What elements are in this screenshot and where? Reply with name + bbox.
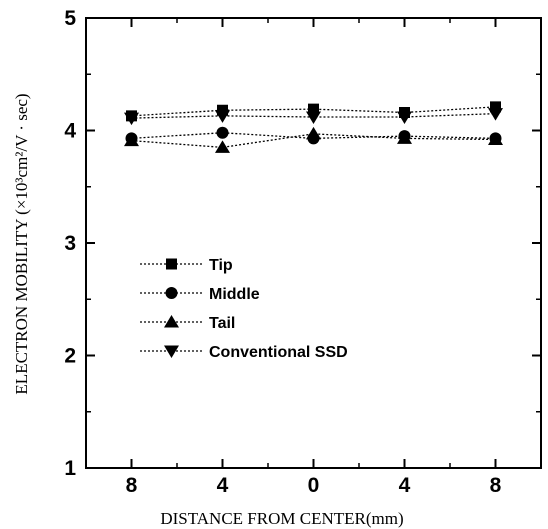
series-line-conventional-ssd <box>131 112 496 119</box>
data-point-tail <box>306 126 321 140</box>
x-tick-label: 0 <box>308 474 320 497</box>
legend-marker <box>164 315 179 328</box>
legend-item-tail: Tail <box>140 315 235 332</box>
data-point-tip <box>308 103 319 115</box>
plot-border <box>85 17 542 469</box>
y-tick-label: 5 <box>64 7 76 30</box>
data-point-conventional-ssd <box>215 110 230 123</box>
x-tick-label: 8 <box>490 474 502 497</box>
data-point-conventional-ssd <box>306 111 321 124</box>
data-point-conventional-ssd <box>397 111 412 124</box>
data-point-middle <box>216 126 229 139</box>
series-tail <box>124 126 503 153</box>
legend-label: Tail <box>209 315 235 332</box>
legend-label: Conventional SSD <box>209 344 348 361</box>
data-point-tip <box>217 104 228 116</box>
legend-item-tip: Tip <box>140 257 233 274</box>
data-point-tip <box>490 101 501 113</box>
legend: Tip Middle Tail Conventional SSD <box>140 257 348 361</box>
legend-item-middle: Middle <box>140 286 260 303</box>
y-axis: 1 2 3 4 5 <box>64 7 541 480</box>
data-point-tail <box>488 132 503 145</box>
legend-label: Middle <box>209 286 260 303</box>
x-tick-label: 4 <box>399 474 411 497</box>
x-axis: 8 4 0 4 8 <box>85 18 542 497</box>
series-layer <box>124 101 503 153</box>
legend-item-conventional-ssd: Conventional SSD <box>140 344 348 361</box>
y-axis-title: ELECTRON MOBILITY (×10³cm²/V · sec) <box>12 93 31 394</box>
series-line-middle <box>131 132 496 140</box>
legend-marker <box>165 287 178 299</box>
x-tick-label: 4 <box>217 474 229 497</box>
x-tick-label: 8 <box>126 474 138 497</box>
series-line-tail <box>131 133 496 149</box>
legend-label: Tip <box>209 257 233 274</box>
data-point-conventional-ssd <box>488 108 503 121</box>
legend-marker <box>164 345 179 358</box>
x-axis-title: DISTANCE FROM CENTER(mm) <box>160 509 403 528</box>
data-point-tail <box>124 133 139 147</box>
legend-marker <box>166 258 177 270</box>
y-tick-label: 1 <box>64 457 76 480</box>
y-tick-label: 3 <box>64 232 76 255</box>
series-line-tip <box>131 106 496 117</box>
y-tick-label: 2 <box>64 345 76 368</box>
data-point-conventional-ssd <box>124 112 139 126</box>
data-point-tail <box>397 131 412 144</box>
series-conventional-ssd <box>124 108 503 126</box>
data-point-tail <box>215 140 230 153</box>
plot-frame <box>85 17 542 469</box>
y-tick-label: 4 <box>64 120 76 143</box>
